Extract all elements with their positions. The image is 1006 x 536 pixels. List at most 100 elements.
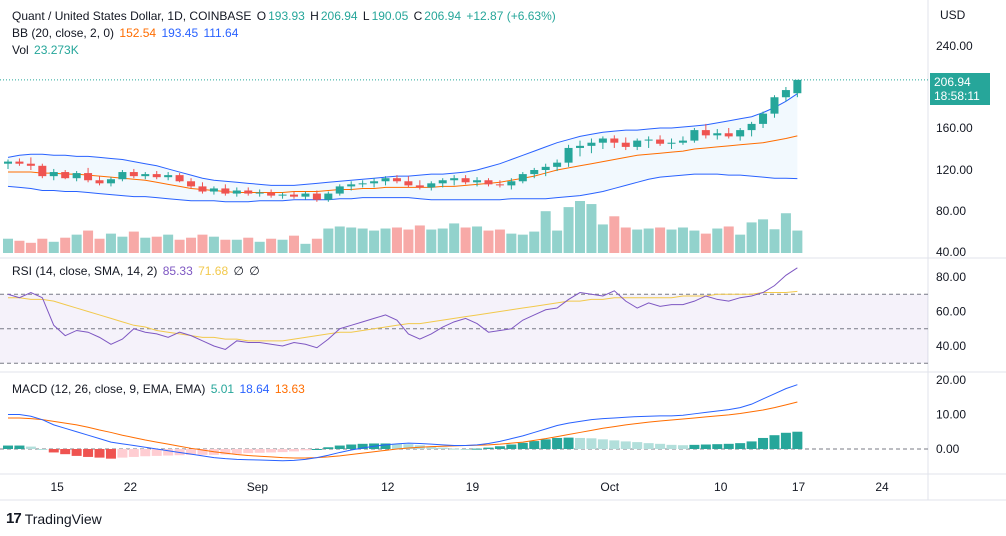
- candle-body: [450, 178, 459, 181]
- volume-bar: [540, 211, 551, 253]
- macd-histogram-bar: [746, 441, 757, 449]
- macd-histogram-bar: [758, 437, 769, 449]
- low-label: L: [362, 9, 370, 23]
- volume-bar: [655, 227, 666, 253]
- close-value: 206.94: [424, 9, 461, 23]
- tradingview-logo-icon: 17: [6, 510, 22, 527]
- volume-bar: [231, 239, 242, 253]
- macd-tick-label: 20.00: [936, 373, 966, 387]
- volume-bar: [494, 229, 505, 253]
- volume-bar: [666, 229, 677, 253]
- macd-histogram-bar: [231, 449, 242, 454]
- currency-label[interactable]: USD: [940, 8, 966, 22]
- candle-body: [736, 130, 745, 137]
- last-price-tag: 206.94 18:58:11: [930, 73, 990, 105]
- macd-histogram-bar: [334, 445, 345, 449]
- candle-body: [324, 193, 333, 200]
- macd-histogram-bar: [597, 439, 608, 449]
- tradingview-brand[interactable]: 17 TradingView: [6, 510, 102, 527]
- macd-legend[interactable]: MACD (12, 26, close, 9, EMA, EMA) 5.01 1…: [12, 382, 307, 396]
- macd-histogram-bar: [540, 439, 551, 449]
- candle-body: [106, 179, 115, 184]
- volume-bar: [552, 230, 563, 253]
- rsi-tick-label: 60.00: [936, 305, 966, 319]
- candle-body: [290, 194, 298, 197]
- candle-body: [61, 172, 70, 179]
- volume-bar: [506, 233, 517, 253]
- volume-bar: [60, 237, 71, 253]
- candle-body: [244, 190, 253, 194]
- candle-body: [278, 194, 287, 196]
- macd-histogram-bar: [575, 437, 585, 449]
- price-tick-label: 80.00: [936, 204, 966, 218]
- candle-body: [576, 145, 584, 148]
- macd-line: [8, 384, 798, 462]
- candle-body: [541, 166, 550, 170]
- symbol-title: Quant / United States Dollar, 1D, COINBA…: [12, 9, 252, 23]
- bb-legend[interactable]: BB (20, close, 2, 0) 152.54 193.45 111.6…: [12, 26, 240, 40]
- macd-signal-line: [8, 401, 798, 459]
- macd-histogram-bar: [449, 448, 460, 450]
- volume-bar: [197, 234, 208, 253]
- rsi-ma-line: [8, 290, 798, 342]
- candle-body: [781, 90, 790, 98]
- macd-histogram-bar: [529, 441, 540, 449]
- macd-histogram-bar: [563, 437, 574, 449]
- candle-body: [95, 180, 104, 184]
- time-tick-label: 10: [714, 480, 728, 494]
- macd-histogram-bar: [677, 445, 688, 449]
- volume-bar: [586, 204, 597, 253]
- volume-bar: [620, 227, 631, 253]
- candle-body: [587, 142, 596, 146]
- volume-bar: [117, 236, 128, 253]
- volume-bar: [208, 236, 219, 253]
- candle-body: [232, 190, 241, 194]
- rsi-legend[interactable]: RSI (14, close, SMA, 14, 2) 85.33 71.68 …: [12, 264, 262, 278]
- open-value: 193.93: [268, 9, 305, 23]
- macd-histogram-bar: [437, 447, 448, 449]
- candle-body: [118, 172, 127, 180]
- candle-body: [793, 79, 802, 94]
- candle-body: [129, 172, 138, 177]
- volume-bar: [380, 228, 391, 253]
- volume-bar: [483, 230, 494, 253]
- volume-bar: [3, 238, 13, 253]
- macd-histogram-bar: [14, 445, 25, 449]
- time-tick-label: 12: [381, 480, 395, 494]
- volume-bar: [677, 227, 688, 253]
- volume-bar: [597, 224, 608, 253]
- macd-label: MACD (12, 26, close, 9, EMA, EMA): [12, 382, 206, 396]
- candle-body: [255, 192, 264, 194]
- vol-value: 23.273K: [34, 43, 79, 57]
- high-label: H: [310, 9, 319, 23]
- volume-bar: [277, 239, 288, 253]
- high-value: 206.94: [320, 9, 358, 23]
- candle-body: [484, 180, 493, 185]
- bb-label: BB (20, close, 2, 0): [12, 26, 115, 40]
- volume-bar: [472, 226, 483, 253]
- vol-legend[interactable]: Vol 23.273K: [12, 43, 81, 57]
- time-tick-label: 24: [875, 480, 889, 494]
- rsi-value: 85.33: [162, 264, 193, 278]
- volume-bar: [769, 229, 780, 253]
- candle-body: [221, 188, 230, 194]
- volume-bar: [243, 237, 254, 253]
- candle-body: [518, 174, 527, 182]
- macd-histogram-bar: [254, 449, 265, 453]
- macd-histogram-bar: [197, 449, 208, 455]
- volume-bar: [517, 234, 528, 253]
- macd-hist-value: 5.01: [210, 382, 235, 396]
- macd-histogram-bar: [25, 446, 36, 449]
- volume-bar: [643, 228, 654, 253]
- candle-body: [610, 138, 619, 143]
- macd-value: 18.64: [239, 382, 270, 396]
- bb-lower-line: [7, 173, 798, 203]
- volume-bar: [266, 238, 277, 253]
- candle-body: [415, 185, 424, 188]
- price-tick-label: 40.00: [936, 245, 966, 259]
- candle-body: [747, 123, 756, 131]
- macd-histogram-bar: [60, 449, 71, 455]
- volume-bar: [346, 227, 357, 253]
- volume-bar: [289, 235, 299, 253]
